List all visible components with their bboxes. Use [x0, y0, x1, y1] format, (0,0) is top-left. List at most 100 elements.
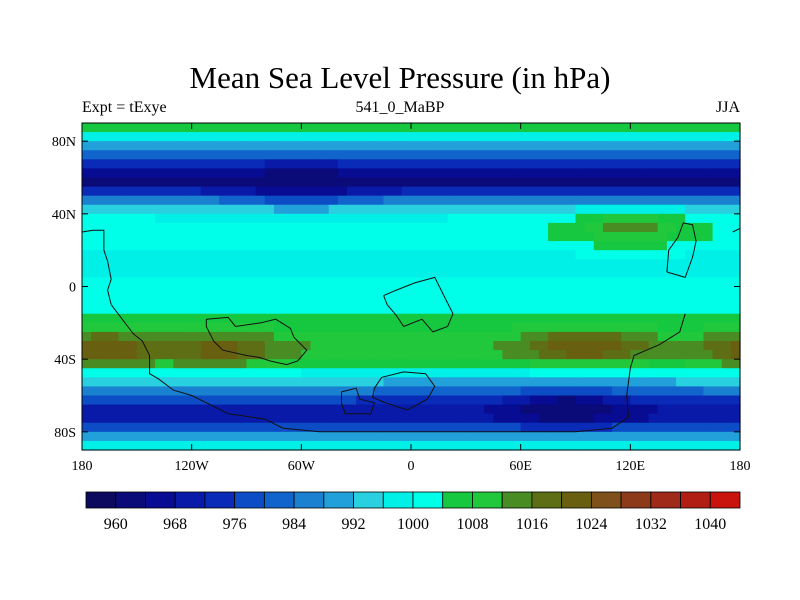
field-cell [593, 213, 604, 224]
field-cell [109, 286, 120, 297]
field-cell [721, 359, 732, 369]
field-cell [456, 277, 467, 288]
field-cell [474, 295, 485, 306]
field-cell [529, 132, 540, 142]
field-cell [356, 350, 366, 360]
field-cell [200, 132, 211, 142]
field-cell [273, 168, 284, 179]
field-cell [612, 313, 622, 324]
field-cell [264, 232, 275, 242]
field-cell [255, 150, 266, 160]
field-cell [356, 232, 366, 242]
coastline [93, 229, 686, 433]
field-cell [694, 431, 705, 442]
field-cell [420, 313, 430, 324]
field-cell [145, 232, 156, 242]
field-cell [255, 331, 266, 342]
field-cell [237, 150, 248, 160]
field-cell [685, 368, 695, 378]
field-cell [712, 132, 723, 142]
field-cell [392, 159, 403, 170]
field-cell [438, 377, 449, 388]
field-cell [292, 359, 302, 369]
field-cell [145, 341, 156, 351]
field-cell [584, 259, 595, 269]
field-cell [200, 304, 211, 315]
field-cell [447, 159, 458, 170]
field-cell [566, 213, 577, 224]
field-cell [155, 304, 165, 315]
colorbar-swatch [115, 491, 146, 509]
field-cell [228, 277, 238, 288]
field-cell [411, 386, 421, 397]
field-cell [347, 286, 357, 297]
field-cell [593, 150, 604, 160]
field-cell [520, 168, 531, 179]
field-cell [538, 168, 549, 179]
field-cell [456, 132, 467, 142]
field-cell [383, 368, 394, 378]
colorbar-tick-label: 984 [282, 516, 306, 533]
field-cell [493, 386, 503, 397]
field-cell [301, 313, 312, 324]
field-cell [493, 150, 503, 160]
field-cell [721, 341, 732, 351]
field-cell [493, 141, 503, 151]
field-cell [191, 123, 202, 133]
field-cell [228, 313, 238, 324]
field-cell [347, 431, 357, 442]
field-cell [365, 141, 376, 151]
field-cell [273, 350, 284, 360]
field-cell [548, 331, 558, 342]
field-cell [630, 232, 641, 242]
field-cell [602, 431, 613, 442]
field-cell [465, 141, 476, 151]
field-cell [730, 141, 741, 151]
field-cell [100, 277, 111, 288]
field-cell [657, 159, 668, 170]
field-cell [502, 123, 513, 133]
field-cell [219, 440, 229, 451]
field-cell [438, 159, 449, 170]
field-cell [593, 440, 604, 451]
field-cell [82, 213, 92, 224]
field-cell [648, 286, 659, 297]
colorbar-swatch [442, 491, 473, 509]
field-cell [246, 322, 257, 333]
field-cell [657, 422, 668, 433]
field-cell [255, 422, 266, 433]
field-cell [411, 304, 421, 315]
field-cell [584, 213, 595, 224]
field-cell [538, 413, 549, 424]
field-cell [155, 386, 165, 397]
field-cell [721, 395, 732, 406]
field-cell [91, 259, 101, 269]
field-cell [273, 277, 284, 288]
field-cell [319, 286, 330, 297]
field-cell [529, 377, 540, 388]
field-cell [520, 186, 531, 197]
field-cell [145, 250, 156, 260]
field-cell [91, 395, 101, 406]
field-cell [484, 132, 494, 142]
field-cell [283, 422, 293, 433]
field-cell [273, 313, 284, 324]
field-cell [155, 141, 165, 151]
field-cell [730, 213, 741, 224]
field-cell [548, 350, 558, 360]
field-cell [246, 313, 257, 324]
field-cell [356, 404, 366, 415]
field-cell [703, 213, 714, 224]
field-cell [429, 386, 440, 397]
field-cell [145, 395, 156, 406]
field-cell [484, 286, 494, 297]
field-cell [557, 341, 567, 351]
field-cell [429, 222, 440, 233]
field-cell [347, 422, 357, 433]
field-cell [246, 350, 257, 360]
field-cell [401, 132, 412, 142]
field-cell [721, 295, 732, 306]
field-cell [219, 313, 229, 324]
field-cell [392, 222, 403, 233]
